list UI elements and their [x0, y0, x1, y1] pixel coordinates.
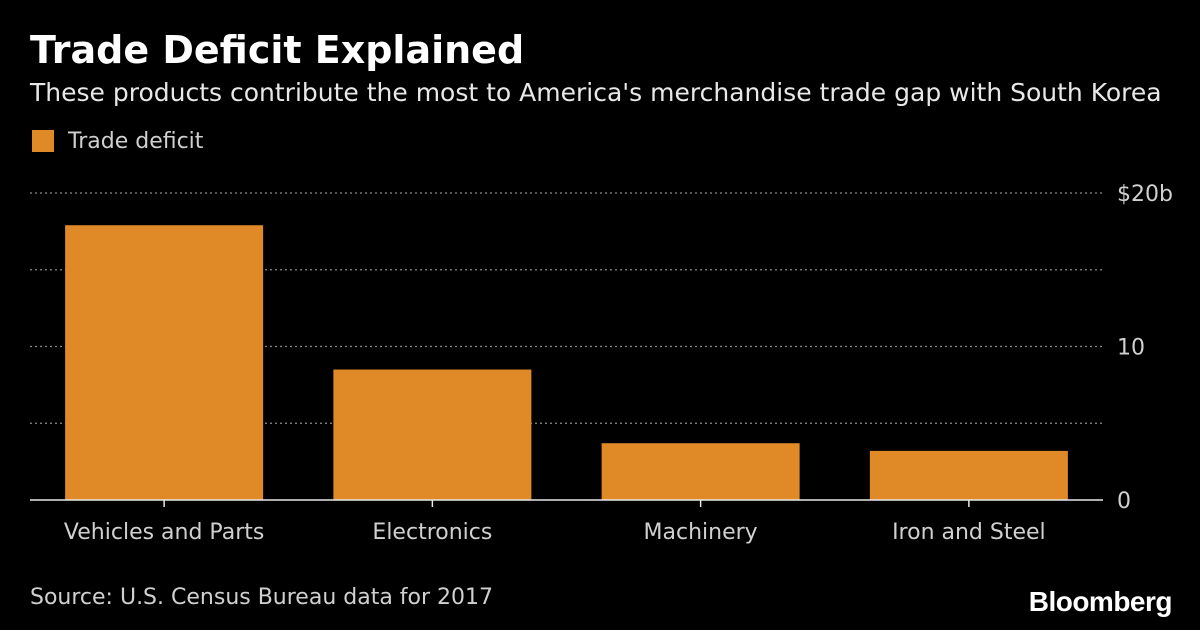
- legend-swatch: [32, 130, 54, 152]
- x-tick-label: Iron and Steel: [892, 520, 1046, 545]
- y-tick-label: 0: [1117, 489, 1131, 514]
- legend-label: Trade deficit: [68, 128, 204, 154]
- gridlines: [30, 192, 1103, 424]
- x-tick-label: Electronics: [372, 520, 492, 545]
- bar: [869, 450, 1068, 500]
- bar: [601, 443, 800, 500]
- bar: [333, 369, 532, 500]
- axes: Vehicles and Parts Electronics Machinery Ir…: [30, 182, 1173, 545]
- bars: [65, 225, 1068, 501]
- bloomberg-logo: Bloomberg: [1028, 586, 1173, 617]
- bar: [65, 225, 264, 501]
- y-tick-label: $20b: [1117, 182, 1173, 207]
- chart-subtitle: These products contribute the most to Am…: [30, 78, 1162, 107]
- x-tick-label: Vehicles and Parts: [64, 520, 264, 545]
- source-note: Source: U.S. Census Bureau data for 2017: [30, 585, 494, 610]
- y-tick-label: 10: [1117, 336, 1145, 361]
- legend: Trade deficit: [32, 128, 203, 154]
- x-tick-label: Machinery: [644, 520, 758, 545]
- chart-title: Trade Deficit Explained: [30, 28, 525, 72]
